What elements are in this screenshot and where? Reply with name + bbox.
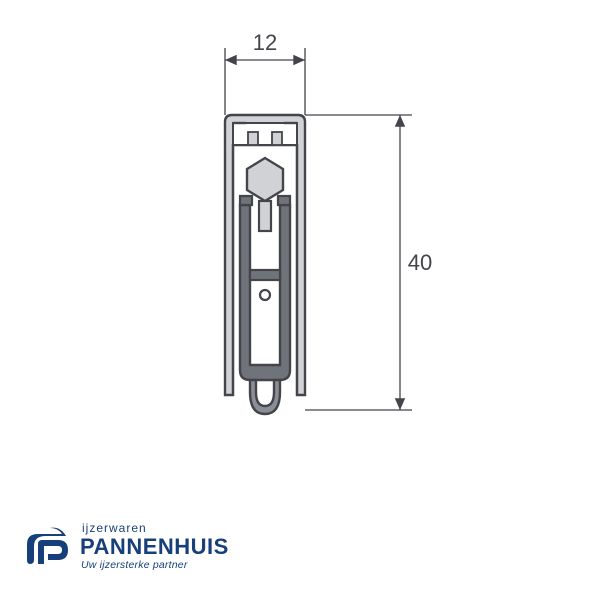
logo-small-text: ijzerwaren [82,522,229,534]
logo-tagline: Uw ijzersterke partner [81,560,229,571]
technical-diagram: 12 40 [0,0,600,600]
height-dimension-value: 40 [408,250,432,275]
brand-logo: ijzerwaren PANNENHUIS Uw ijzersterke par… [24,522,229,571]
logo-mark-icon [24,524,72,568]
logo-main-text: PANNENHUIS [80,536,229,558]
profile-cross-section [225,115,305,414]
width-dimension-value: 12 [253,30,277,55]
